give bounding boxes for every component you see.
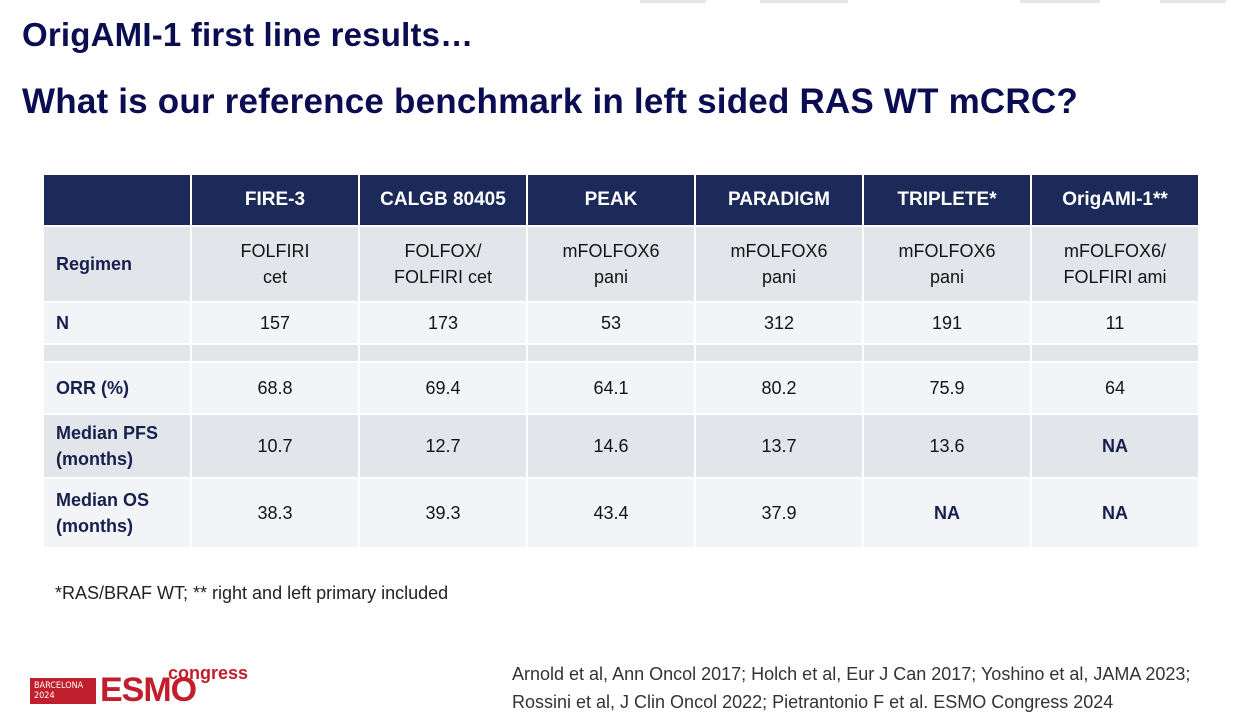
table-cell: FOLFIRI cet (192, 227, 358, 301)
spacer-cell (864, 345, 1030, 361)
cell-line: FOLFIRI cet (393, 267, 492, 287)
cell-line: pani (929, 267, 965, 287)
header-corner (44, 175, 190, 225)
cell-line: mFOLFOX6 (562, 240, 660, 261)
cell-line: mFOLFOX6/ (1063, 240, 1166, 261)
reference-line: Arnold et al, Ann Oncol 2017; Holch et a… (512, 664, 1191, 684)
table-cell: 64.1 (528, 363, 694, 413)
table-cell: 312 (696, 303, 862, 343)
slide-subtitle: What is our reference benchmark in left … (22, 82, 1078, 121)
logo-city: BARCELONA (34, 681, 84, 691)
table-cell: 14.6 (528, 415, 694, 477)
table-cell: 191 (864, 303, 1030, 343)
references: Arnold et al, Ann Oncol 2017; Holch et a… (512, 660, 1190, 716)
table-cell: 13.7 (696, 415, 862, 477)
table-cell: 38.3 (192, 479, 358, 547)
table-cell: 13.6 (864, 415, 1030, 477)
column-header: TRIPLETE* (864, 175, 1030, 225)
table-row-os: Median OS (months) 38.3 39.3 43.4 37.9 NA… (44, 479, 1198, 547)
table-row-n: N 157 173 53 312 191 11 (44, 303, 1198, 343)
slide-title: OrigAMI-1 first line results… (22, 16, 474, 53)
logo-brand: ESMO (100, 671, 197, 709)
table-row-orr: ORR (%) 68.8 69.4 64.1 80.2 75.9 64 (44, 363, 1198, 413)
table-cell: 12.7 (360, 415, 526, 477)
benchmark-table: FIRE-3 CALGB 80405 PEAK PARADIGM TRIPLET… (42, 173, 1200, 549)
esmo-congress-logo: BARCELONA 2024 ESMO congress (30, 663, 248, 710)
table-cell: 69.4 (360, 363, 526, 413)
column-header: OrigAMI-1** (1032, 175, 1198, 225)
label-line: (months) (56, 516, 133, 536)
label-line: (months) (56, 449, 133, 469)
table-cell: 39.3 (360, 479, 526, 547)
table-row-spacer (44, 345, 1198, 361)
table-cell: NA (1032, 479, 1198, 547)
table-cell: 10.7 (192, 415, 358, 477)
table-cell: 53 (528, 303, 694, 343)
top-decoration (760, 0, 848, 3)
cell-line: FOLFIRI ami (1063, 267, 1167, 287)
table-row-regimen: Regimen FOLFIRI cet FOLFOX/FOLFIRI cet mF… (44, 227, 1198, 301)
table-cell: mFOLFOX6 pani (864, 227, 1030, 301)
table-cell: NA (1032, 415, 1198, 477)
cell-line: pani (761, 267, 797, 287)
table-cell: 11 (1032, 303, 1198, 343)
cell-line: pani (593, 267, 629, 287)
column-header: PEAK (528, 175, 694, 225)
column-header: PARADIGM (696, 175, 862, 225)
spacer-cell (192, 345, 358, 361)
column-header: CALGB 80405 (360, 175, 526, 225)
spacer-cell (696, 345, 862, 361)
row-label: ORR (%) (44, 363, 190, 413)
label-line: Median OS (56, 489, 150, 510)
table-cell: 43.4 (528, 479, 694, 547)
cell-line: mFOLFOX6 (898, 240, 996, 261)
table-cell: 64 (1032, 363, 1198, 413)
logo-year: 2024 (34, 691, 55, 701)
row-label: Regimen (44, 227, 190, 301)
table-cell: 173 (360, 303, 526, 343)
table-cell: NA (864, 479, 1030, 547)
row-label: N (44, 303, 190, 343)
table-header-row: FIRE-3 CALGB 80405 PEAK PARADIGM TRIPLET… (44, 175, 1198, 225)
cell-line: cet (262, 267, 287, 287)
spacer-cell (528, 345, 694, 361)
table-cell: 75.9 (864, 363, 1030, 413)
logo-suffix: congress (168, 663, 249, 683)
spacer-cell (1032, 345, 1198, 361)
cell-line: mFOLFOX6 (730, 240, 828, 261)
cell-line: FOLFOX/ (404, 240, 482, 261)
label-line: Median PFS (56, 422, 159, 443)
spacer-cell (44, 345, 190, 361)
logo-city-block: BARCELONA 2024 (30, 678, 96, 704)
table-cell: 157 (192, 303, 358, 343)
top-decoration (640, 0, 706, 3)
row-label: Median PFS (months) (44, 415, 190, 477)
table-cell: mFOLFOX6/FOLFIRI ami (1032, 227, 1198, 301)
table-row-pfs: Median PFS (months) 10.7 12.7 14.6 13.7 1… (44, 415, 1198, 477)
table-cell: mFOLFOX6 pani (528, 227, 694, 301)
top-decoration (1020, 0, 1100, 3)
cell-line: FOLFIRI (240, 240, 310, 261)
table-cell: 37.9 (696, 479, 862, 547)
reference-line: Rossini et al, J Clin Oncol 2022; Pietra… (512, 692, 1114, 712)
table-cell: FOLFOX/FOLFIRI cet (360, 227, 526, 301)
column-header: FIRE-3 (192, 175, 358, 225)
spacer-cell (360, 345, 526, 361)
footnote: *RAS/BRAF WT; ** right and left primary … (55, 583, 449, 603)
table-cell: 80.2 (696, 363, 862, 413)
table-cell: 68.8 (192, 363, 358, 413)
row-label: Median OS (months) (44, 479, 190, 547)
table-cell: mFOLFOX6 pani (696, 227, 862, 301)
top-decoration (1160, 0, 1226, 3)
